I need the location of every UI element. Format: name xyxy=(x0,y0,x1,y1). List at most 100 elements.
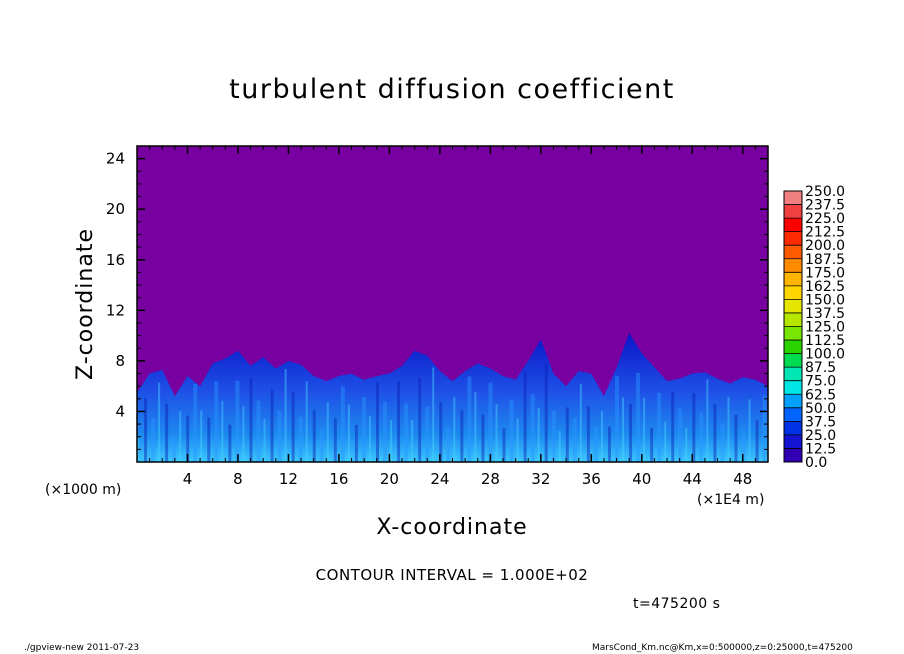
field-streak xyxy=(151,418,156,462)
field-streak xyxy=(558,431,561,462)
field-streak xyxy=(460,410,464,462)
field-streak xyxy=(411,419,414,462)
field-streak xyxy=(284,368,287,462)
field-streak xyxy=(474,391,477,462)
field-streak xyxy=(586,406,590,462)
field-streak xyxy=(593,426,598,462)
colorbar-label: 87.5 xyxy=(805,360,836,376)
field-streak xyxy=(741,430,746,462)
field-streak xyxy=(572,417,577,462)
x-tick-label: 32 xyxy=(531,470,550,488)
field-streak xyxy=(242,406,245,462)
colorbar-label: 237.5 xyxy=(805,198,845,214)
field-streak xyxy=(144,398,148,462)
colorbar-swatch xyxy=(784,407,802,422)
field-streak xyxy=(713,404,717,462)
field-streak xyxy=(614,375,619,462)
footer-right: MarsCond_Km.nc@Km,x=0:500000,z=0:25000,t… xyxy=(592,643,853,653)
colorbar-label: 12.5 xyxy=(805,441,836,457)
field-streak xyxy=(326,402,329,462)
colorbar-swatch xyxy=(784,394,802,409)
field-streak xyxy=(685,427,688,462)
field-streak xyxy=(397,381,401,462)
field-streak xyxy=(347,404,350,462)
colorbar-label: 37.5 xyxy=(805,414,836,430)
colorbar-swatch xyxy=(784,380,802,395)
field-streak xyxy=(502,428,506,462)
colorbar-swatch xyxy=(784,448,802,463)
field-streak xyxy=(643,397,646,462)
field-streak xyxy=(354,424,358,462)
field-streak xyxy=(256,400,261,462)
colorbar-swatch xyxy=(784,285,802,300)
y-tick-label: 16 xyxy=(106,251,125,269)
field-streak xyxy=(692,392,696,462)
colorbar-swatch xyxy=(784,204,802,219)
field-streak xyxy=(186,415,190,462)
field-streak xyxy=(755,420,759,462)
field-streak xyxy=(249,378,253,462)
colorbar-swatch xyxy=(784,272,802,287)
field-streak xyxy=(636,372,641,462)
x-tick-label: 20 xyxy=(380,470,399,488)
field-streak xyxy=(706,379,709,462)
colorbar-label: 162.5 xyxy=(805,279,845,295)
field-streak xyxy=(235,380,240,462)
colorbar-label: 0.0 xyxy=(805,455,827,471)
field-streak xyxy=(671,391,675,462)
field-streak xyxy=(228,424,232,462)
field-streak xyxy=(488,382,493,462)
field-streak xyxy=(565,407,569,462)
colorbar-label: 187.5 xyxy=(805,252,845,268)
colorbar-swatch xyxy=(784,258,802,273)
colorbar-swatch xyxy=(784,340,802,355)
field-streak xyxy=(390,420,393,462)
y-tick-label: 20 xyxy=(106,200,125,218)
field-streak xyxy=(523,370,527,462)
field-streak xyxy=(193,383,198,462)
field-streak xyxy=(762,395,767,462)
field-streak xyxy=(622,397,625,462)
field-streak xyxy=(720,423,725,462)
field-streak xyxy=(277,410,282,462)
field-streak xyxy=(600,411,603,462)
colorbar-swatch xyxy=(784,231,802,246)
field-streak xyxy=(333,418,337,462)
colorbar-label: 100.0 xyxy=(805,347,845,363)
y-tick-label: 12 xyxy=(106,301,125,319)
field-streak xyxy=(214,381,219,462)
x-tick-label: 40 xyxy=(632,470,651,488)
colorbar-label: 175.0 xyxy=(805,265,845,281)
field-streak xyxy=(516,418,519,462)
field-streak xyxy=(607,426,611,462)
y-axis-label: Z-coordinate xyxy=(73,228,98,380)
boundary-layer-field xyxy=(137,333,768,462)
field-streak xyxy=(340,386,345,462)
field-streak xyxy=(172,435,177,462)
field-streak xyxy=(418,378,422,462)
field-streak xyxy=(657,392,662,462)
field-streak xyxy=(432,367,435,462)
field-streak xyxy=(165,403,169,462)
field-streak xyxy=(375,382,379,462)
field-streak xyxy=(368,415,371,462)
field-streak xyxy=(727,396,730,462)
field-streak xyxy=(509,399,514,462)
colorbar-swatch xyxy=(784,434,802,449)
x-axis-unit-left: (×1000 m) xyxy=(45,482,122,498)
colorbar-label: 125.0 xyxy=(805,320,845,336)
field-streak xyxy=(425,406,430,462)
field-streak xyxy=(270,389,274,462)
x-tick-label: 8 xyxy=(233,470,243,488)
x-tick-label: 24 xyxy=(430,470,449,488)
field-streak xyxy=(748,399,751,462)
timestamp-label: t=475200 s xyxy=(633,596,721,612)
field-streak xyxy=(200,410,203,462)
field-streak xyxy=(263,418,266,462)
colorbar-swatch xyxy=(784,245,802,260)
field-streak xyxy=(298,417,303,462)
y-tick-label: 24 xyxy=(106,150,125,168)
y-tick-label: 8 xyxy=(115,352,125,370)
field-streak xyxy=(179,411,182,462)
field-streak xyxy=(467,376,472,462)
